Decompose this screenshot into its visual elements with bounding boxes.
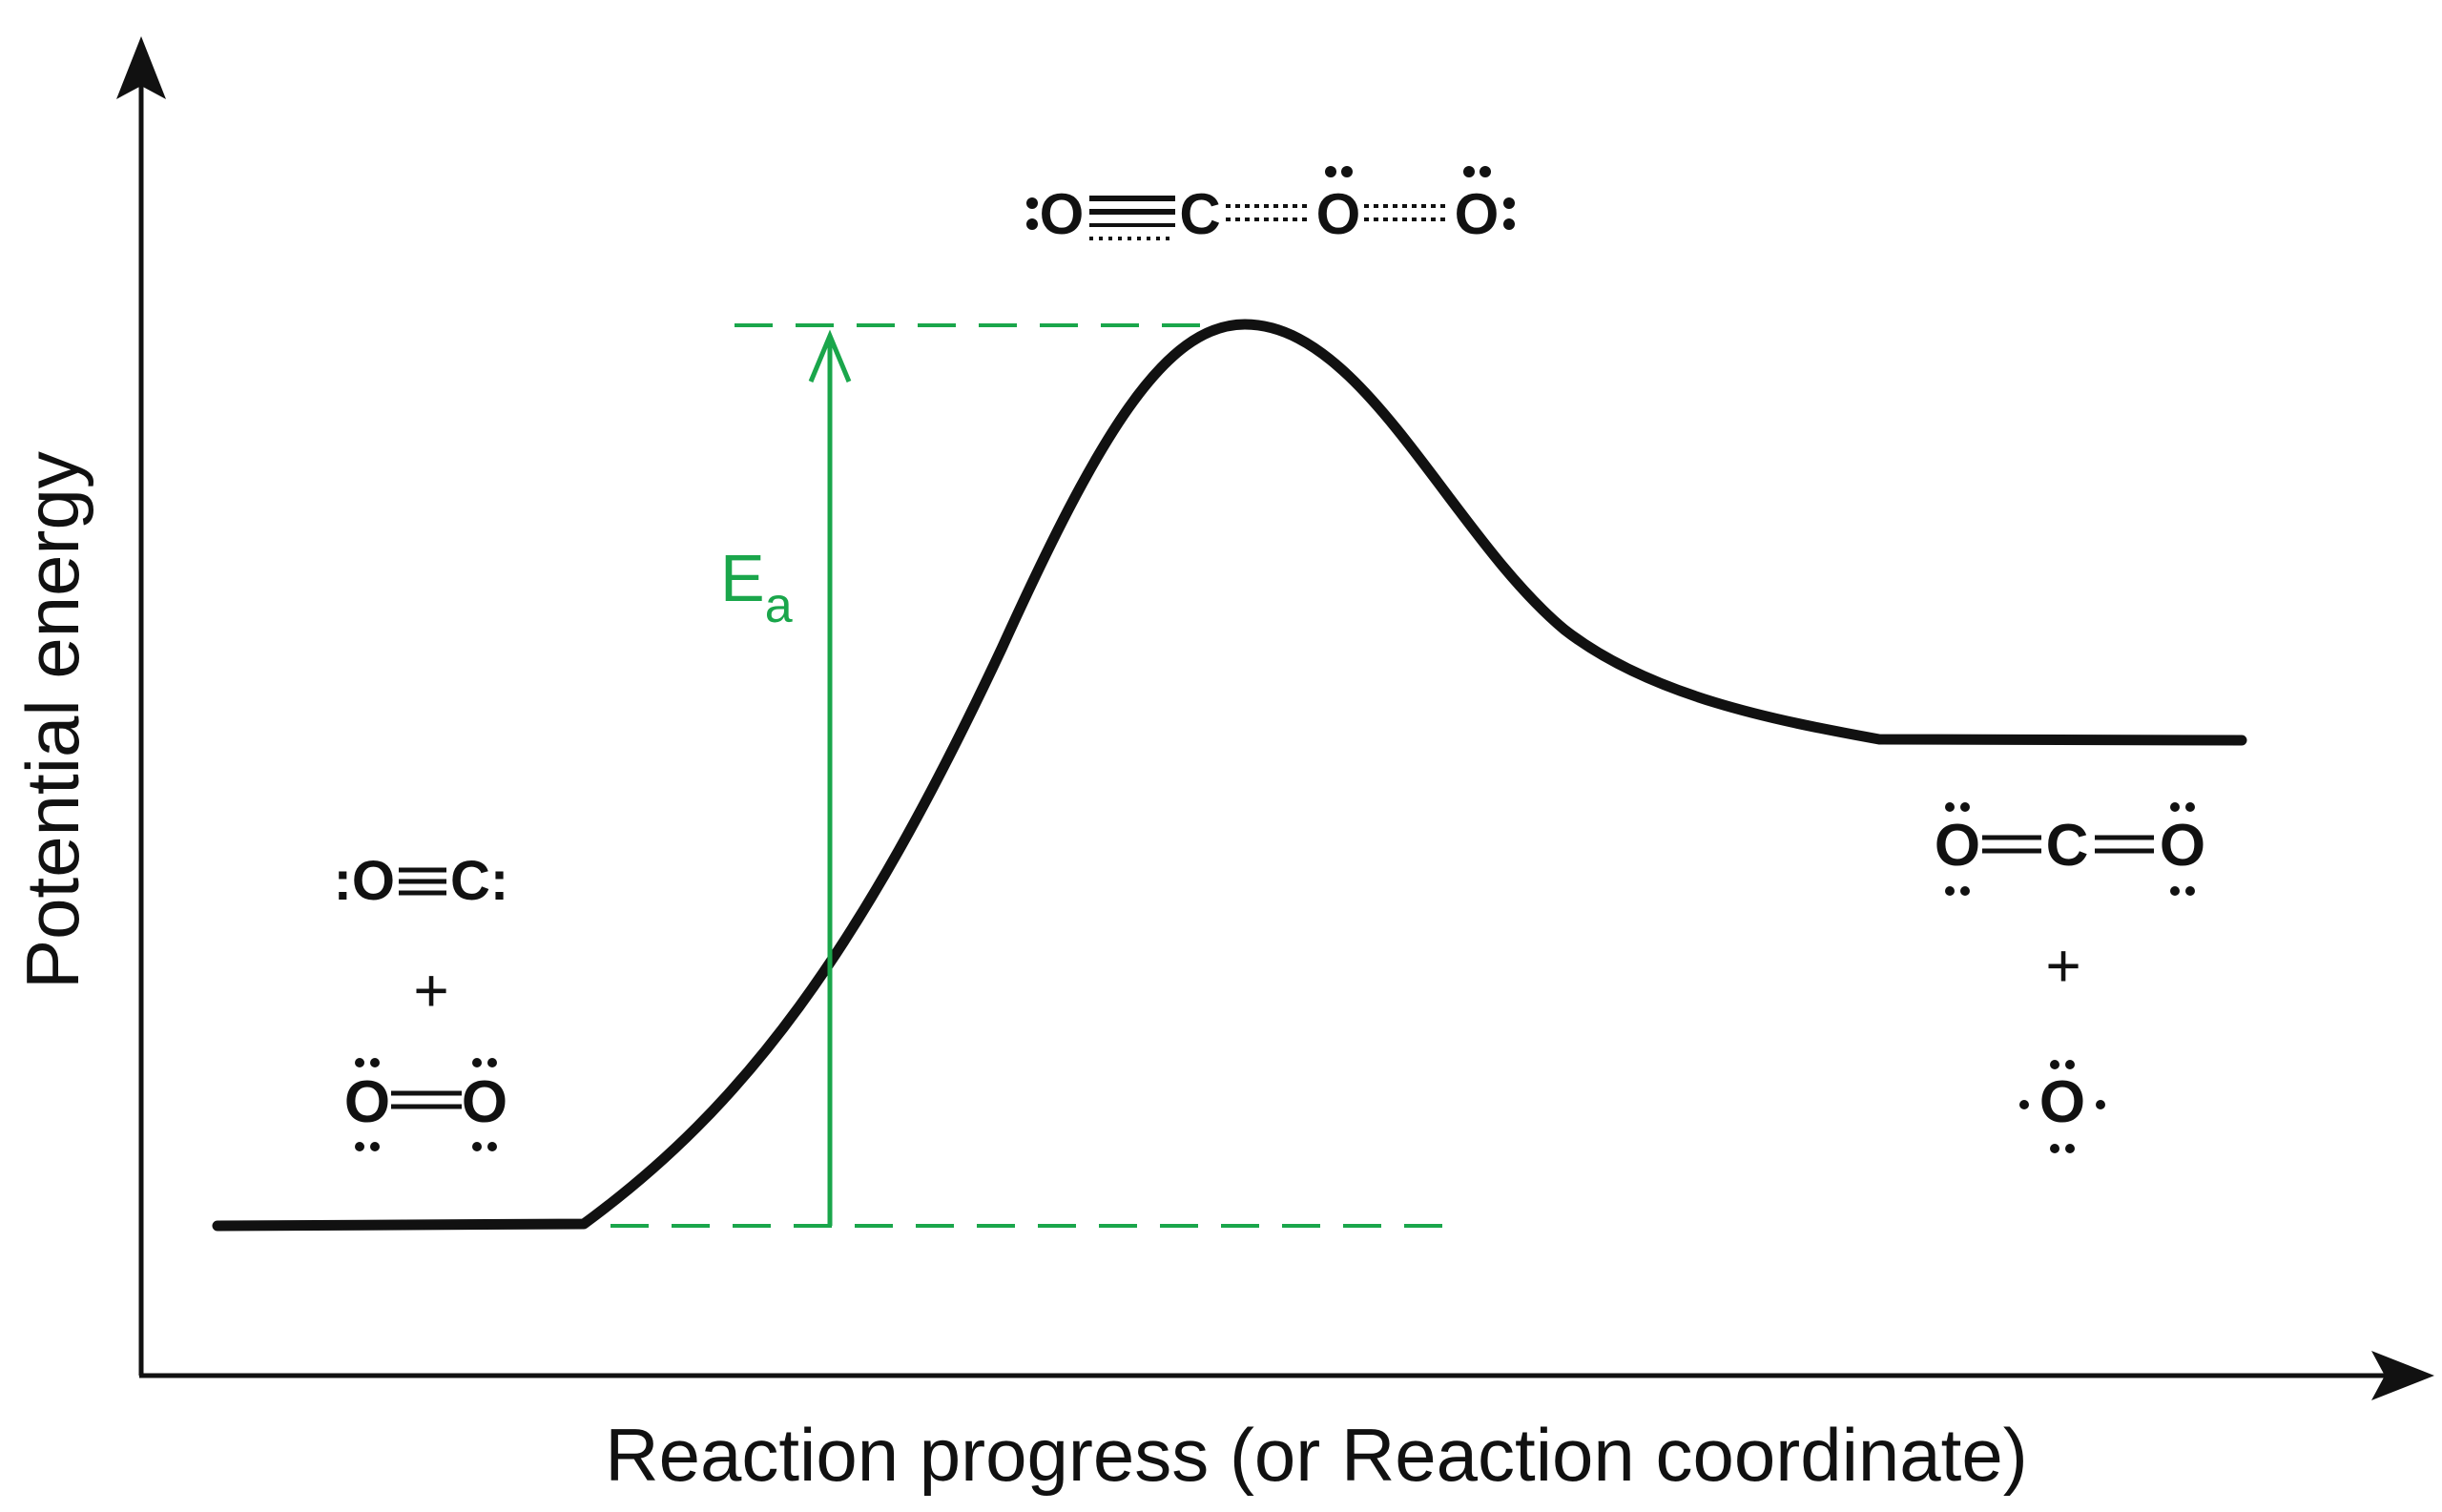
- transition-state-structure: O C O O: [1026, 166, 1515, 246]
- ts-atom-o2: O: [1316, 182, 1361, 246]
- products-plus: +: [2045, 931, 2080, 1000]
- co2-lone-pairs: [1945, 802, 2195, 896]
- reactants-plus: +: [413, 956, 448, 1025]
- carbon-dioxide: O C O: [1935, 802, 2205, 896]
- ts-atom-o3: O: [1455, 182, 1500, 246]
- activation-energy-label: Ea: [720, 541, 793, 633]
- co2-left-atom: O: [1935, 813, 1980, 879]
- o2-lone-pairs: [355, 1058, 497, 1151]
- axes: [116, 36, 2434, 1400]
- activation-energy-arrow: [808, 329, 852, 1226]
- oxygen-atom: O: [2019, 1060, 2105, 1153]
- co2-center-atom: C: [2046, 813, 2089, 879]
- energy-curve: [212, 319, 2247, 1232]
- products-group: O C O + O: [1935, 802, 2205, 1153]
- o-atom: O: [2039, 1069, 2085, 1135]
- o-atom-electrons: [2019, 1060, 2105, 1153]
- y-axis-label: Potential energy: [10, 451, 94, 989]
- ts-atom-o1: O: [1040, 182, 1085, 246]
- co-right-atom: C:: [450, 850, 508, 912]
- co-left-atom: :O: [334, 850, 395, 912]
- y-axis-arrowhead: [116, 36, 166, 99]
- oxygen-molecule: O O: [344, 1058, 507, 1151]
- carbon-monoxide: :O C:: [334, 850, 509, 912]
- x-axis-arrowhead: [2371, 1351, 2434, 1400]
- ts-atom-c: C: [1179, 182, 1220, 246]
- co2-right-atom: O: [2160, 813, 2205, 879]
- o2-left-atom: O: [344, 1069, 390, 1135]
- activation-energy-arrowhead: [808, 329, 852, 383]
- o2-right-atom: O: [462, 1069, 507, 1135]
- x-axis-label: Reaction progress (or Reaction coordinat…: [605, 1413, 2027, 1497]
- reactants-group: :O C: + O O: [334, 850, 509, 1151]
